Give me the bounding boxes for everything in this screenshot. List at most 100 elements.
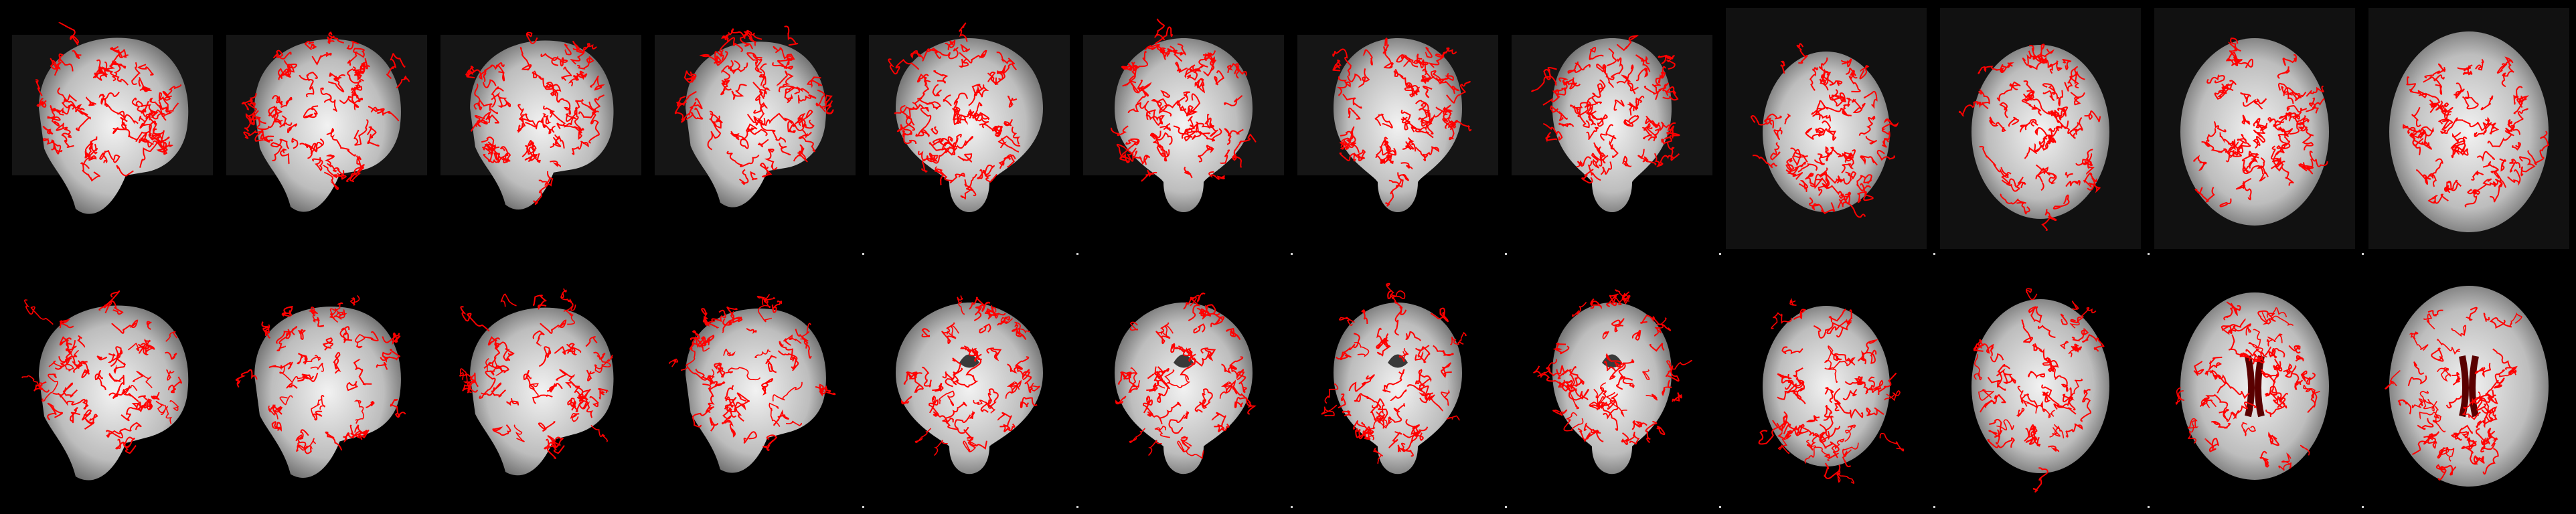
axial-slice-image bbox=[2154, 8, 2355, 249]
ventricle bbox=[959, 354, 979, 368]
brain-tissue bbox=[39, 37, 189, 214]
brain-tissue bbox=[2180, 292, 2329, 480]
registration-contour bbox=[459, 294, 609, 459]
axial-slice-image bbox=[2368, 8, 2569, 249]
registration-contour bbox=[888, 22, 1021, 199]
sagittal-slice-image bbox=[21, 290, 189, 481]
registration-contour bbox=[33, 290, 182, 454]
axial-slice-panel bbox=[2154, 262, 2355, 503]
coronal-slice-image bbox=[1321, 282, 1467, 475]
functional-overlay-row bbox=[12, 8, 2569, 255]
brain-tissue bbox=[896, 303, 1043, 475]
registration-contour bbox=[1111, 18, 1257, 182]
coronal-slice-panel bbox=[1083, 8, 1284, 249]
axial-slice-panel bbox=[1940, 262, 2141, 503]
coronal-slice-panel bbox=[1297, 8, 1498, 249]
outer-contour bbox=[2385, 312, 2522, 462]
brain-tissue bbox=[1552, 303, 1672, 475]
coronal-slice-image bbox=[1083, 18, 1284, 212]
coronal-slice-image bbox=[896, 295, 1043, 475]
sagittal-slice-panel bbox=[655, 8, 856, 249]
coronal-slice-image bbox=[1297, 35, 1498, 212]
registration-contour bbox=[1750, 43, 1899, 218]
ventricle bbox=[2245, 355, 2265, 418]
registration-contour bbox=[1332, 37, 1472, 207]
sagittal-slice-panel bbox=[12, 8, 213, 249]
sagittal-slice-image bbox=[226, 31, 427, 212]
brain-tissue bbox=[1971, 45, 2109, 219]
sagittal-slice-panel bbox=[12, 262, 213, 503]
slice-marker bbox=[862, 253, 864, 255]
brain-tissue bbox=[1763, 306, 1890, 466]
ventricle bbox=[1388, 354, 1408, 368]
slice-marker bbox=[1719, 506, 1721, 508]
coronal-slice-panel bbox=[869, 8, 1070, 249]
sagittal-slice-image bbox=[12, 21, 213, 214]
slice-marker bbox=[2362, 253, 2364, 255]
axial-slice-panel bbox=[2154, 8, 2355, 249]
coronal-slice-panel bbox=[1297, 262, 1498, 503]
registration-contour bbox=[235, 306, 406, 454]
sagittal-slice-image bbox=[440, 31, 641, 210]
brain-tissue bbox=[1334, 303, 1462, 475]
axial-slice-panel bbox=[2368, 8, 2569, 249]
outer-contour bbox=[1537, 289, 1692, 432]
sagittal-slice-image bbox=[235, 294, 406, 478]
coronal-slice-panel bbox=[869, 262, 1070, 503]
slice-marker bbox=[1076, 506, 1078, 508]
brain-tissue bbox=[2389, 31, 2549, 232]
outer-contour bbox=[459, 288, 613, 442]
axial-slice-panel bbox=[1940, 8, 2141, 249]
ventricle bbox=[1174, 354, 1194, 368]
brain-tissue bbox=[1115, 38, 1253, 212]
sagittal-slice-panel bbox=[655, 262, 856, 503]
registration-contour bbox=[674, 25, 834, 185]
axial-slice-image bbox=[1971, 288, 2109, 493]
axial-slice-panel bbox=[1726, 8, 1927, 249]
registration-contour bbox=[2193, 37, 2328, 207]
slice-marker bbox=[1719, 253, 1721, 255]
slice-marker bbox=[1933, 506, 1935, 508]
registration-contour bbox=[1533, 293, 1682, 445]
slice-marker bbox=[2148, 506, 2150, 508]
outer-contour bbox=[914, 295, 1040, 456]
registration-contour bbox=[687, 300, 836, 451]
sagittal-slice-panel bbox=[226, 8, 427, 249]
axial-slice-image bbox=[2385, 286, 2549, 487]
sagittal-slice-image bbox=[668, 294, 836, 473]
coronal-slice-panel bbox=[1512, 262, 1712, 503]
coronal-slice-panel bbox=[1512, 8, 1712, 249]
brain-tissue bbox=[1971, 299, 2109, 473]
outer-contour bbox=[1771, 298, 1905, 484]
registration-contour bbox=[241, 31, 410, 191]
slice-marker bbox=[1076, 253, 1078, 255]
coronal-slice-image bbox=[869, 22, 1070, 212]
slice-marker bbox=[862, 506, 864, 508]
sagittal-slice-image bbox=[655, 25, 856, 207]
coronal-slice-panel bbox=[1083, 262, 1284, 503]
slice-marker bbox=[2362, 506, 2364, 508]
registration-contour bbox=[2402, 56, 2549, 208]
outer-contour bbox=[1321, 282, 1467, 464]
coronal-slice-image bbox=[1533, 289, 1692, 475]
slice-marker bbox=[1291, 506, 1293, 508]
outer-contour bbox=[268, 294, 366, 452]
brain-tissue bbox=[254, 307, 401, 478]
sagittal-slice-panel bbox=[226, 262, 427, 503]
ventricle bbox=[2459, 355, 2479, 418]
outer-contour bbox=[1129, 292, 1234, 460]
registration-contour bbox=[1336, 290, 1454, 457]
slice-marker bbox=[1505, 253, 1507, 255]
registration-contour bbox=[2193, 301, 2318, 468]
axial-slice-image bbox=[2175, 292, 2329, 480]
axial-slice-panel bbox=[1726, 262, 1927, 503]
registration-contour bbox=[465, 31, 605, 205]
outer-contour bbox=[1974, 288, 2097, 439]
slice-marker bbox=[2148, 253, 2150, 255]
slice-marker bbox=[1505, 506, 1507, 508]
registration-contour bbox=[2397, 307, 2518, 481]
outer-contour bbox=[2175, 307, 2320, 471]
slice-marker bbox=[1291, 253, 1293, 255]
brain-tissue bbox=[896, 38, 1043, 212]
